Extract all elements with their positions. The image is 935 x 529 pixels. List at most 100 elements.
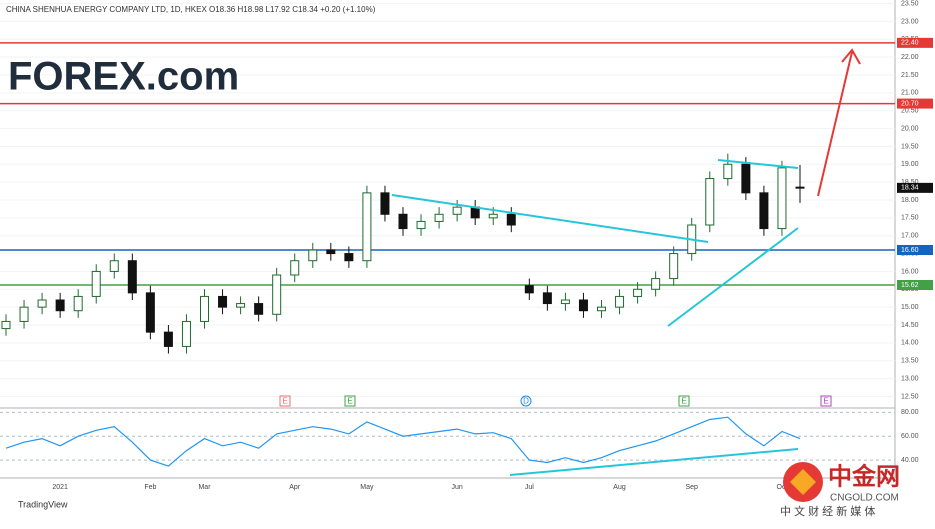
event-marker: E [282, 397, 287, 406]
candle-body [380, 192, 390, 215]
y-tick-label: 23.00 [901, 18, 919, 25]
arrow [817, 48, 861, 197]
candle-body [73, 295, 83, 312]
candle-body [542, 292, 552, 305]
x-tick-label: Mar [198, 484, 211, 491]
candle-body [506, 213, 516, 226]
candle-body [362, 192, 372, 262]
candle-body [91, 270, 101, 297]
candle-body [145, 292, 155, 333]
y-tick-label: 18.50 [901, 179, 919, 186]
y-tick-label: 18.00 [901, 197, 919, 204]
y-tick-label: 15.00 [901, 304, 919, 311]
event-marker: E [681, 397, 686, 406]
candle-body [109, 260, 119, 272]
candle-body [705, 178, 715, 226]
y-tick-label: 22.00 [901, 54, 919, 61]
rsi-tick-label: 60.00 [901, 433, 919, 440]
candle-body [795, 186, 805, 189]
event-marker: E [347, 397, 352, 406]
candle-body [488, 213, 498, 219]
y-tick-label: 21.00 [901, 90, 919, 97]
candle-body [434, 213, 444, 222]
candle-body [200, 295, 209, 322]
event-marker: E [823, 397, 828, 406]
candle-body [254, 303, 264, 315]
level-tag [897, 37, 933, 48]
event-marker: D [523, 397, 529, 406]
candle-body [777, 167, 787, 230]
candle-body [55, 299, 65, 312]
watermark-title: 中金网 [828, 462, 900, 490]
candle-body [723, 163, 733, 180]
x-tick-label: May [360, 484, 374, 491]
level-label: 18.34 [901, 185, 919, 192]
footer-brand: TradingView [18, 499, 68, 509]
level-tag [897, 245, 933, 255]
y-tick-label: 23.50 [901, 0, 919, 7]
candle-body [452, 206, 462, 215]
candle-body [308, 249, 318, 262]
candle-body [578, 299, 588, 312]
candle-body [416, 220, 426, 230]
y-tick-label: 21.50 [901, 72, 919, 79]
candle-body [19, 306, 29, 322]
y-tick-label: 20.50 [901, 108, 919, 115]
candle-body [127, 260, 137, 294]
candle-body [290, 260, 300, 276]
candle-body [272, 274, 282, 315]
y-tick-label: 13.00 [901, 375, 919, 382]
y-tick-label: 20.00 [901, 125, 919, 132]
y-tick-label: 13.50 [901, 358, 919, 365]
candle-body [181, 320, 191, 347]
y-tick-label: 17.50 [901, 215, 919, 222]
rsi-line [5, 416, 801, 467]
y-tick-label: 14.50 [901, 322, 919, 329]
candle-body [236, 303, 246, 308]
logo: FOREX.com [8, 55, 239, 99]
rsi-tick-label: 80.00 [901, 409, 919, 416]
level-label: 16.60 [901, 247, 919, 254]
x-tick-label: Aug [613, 484, 626, 491]
candle-body [1, 320, 11, 330]
events: E E D E E [279, 395, 832, 407]
header: CHINA SHENHUA ENERGY COMPANY LTD, 1D, HK… [6, 5, 376, 14]
candle-body [163, 331, 173, 347]
x-tick-label: Apr [289, 484, 301, 491]
level-label: 22.40 [901, 40, 919, 47]
candle-body [560, 299, 570, 305]
candle-body [633, 288, 643, 297]
x-tick-label: Jun [451, 484, 462, 491]
candle-body [651, 278, 661, 290]
level-label: 20.70 [901, 100, 919, 107]
y-tick-label: 16.00 [901, 268, 919, 275]
x-tick-label: Sep [685, 484, 698, 491]
candle-body [597, 306, 606, 312]
trendlines [391, 159, 799, 476]
level-label: 15.62 [901, 282, 919, 289]
marks: 12.5013.0013.5014.0014.5015.0015.5016.00… [0, 0, 933, 491]
candle-body [615, 295, 625, 308]
x-tick-label: Oct [777, 484, 788, 491]
candle-body [326, 249, 336, 255]
y-tick-label: 19.50 [901, 143, 919, 150]
y-tick-label: 19.00 [901, 161, 919, 168]
watermark-site: CNGOLD.COM [830, 493, 899, 504]
candle-body [669, 253, 679, 280]
candle-body [524, 285, 534, 294]
watermark: 中金网 CNGOLD.COM 中 文 财 经 新 媒 体 [780, 462, 900, 518]
x-tick-label: Jul [525, 484, 534, 491]
level-tag [897, 280, 933, 290]
x-tick-label: 2021 [52, 484, 68, 491]
candle-body [218, 295, 228, 308]
y-tick-label: 17.00 [901, 233, 919, 240]
candle-body [37, 299, 47, 308]
level-tag [897, 98, 933, 109]
level-tag [897, 182, 933, 193]
x-tick-label: Feb [144, 484, 156, 491]
candle-body [344, 253, 354, 262]
candle-body [759, 192, 769, 230]
y-tick-label: 14.00 [901, 340, 919, 347]
